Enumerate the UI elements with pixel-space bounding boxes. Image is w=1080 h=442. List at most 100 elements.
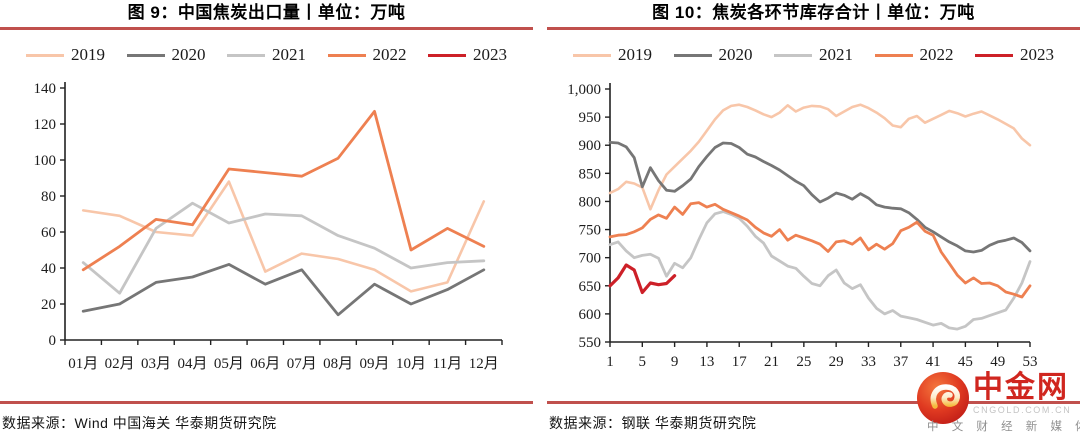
y-tick-label: 950 — [579, 110, 602, 126]
x-tick-label: 01月 — [68, 356, 98, 372]
figure-9-legend: 2019 2020 2021 2022 2023 — [0, 30, 533, 74]
x-tick-label: 53 — [1023, 354, 1038, 370]
auspicious-cloud-icon — [917, 372, 969, 424]
legend-swatch-2019 — [26, 53, 64, 57]
figure-9-source-rule — [0, 401, 533, 404]
cngold-watermark: 中金网 CNGOLD.COM.CN 中 文 财 经 新 媒 体 — [917, 372, 1080, 434]
figure-9-source: 数据来源：Wind 中国海关 华泰期货研究院 — [2, 415, 277, 431]
legend-item-2022: 2022 — [327, 45, 407, 65]
y-tick-label: 120 — [34, 117, 57, 133]
x-tick-label: 41 — [926, 354, 941, 370]
y-tick-label: 650 — [579, 279, 602, 295]
y-tick-label: 900 — [579, 138, 602, 154]
x-tick-label: 9 — [671, 354, 679, 370]
legend-swatch-2020 — [126, 53, 165, 57]
legend-label-2020: 2020 — [171, 45, 206, 64]
line-2020 — [608, 141, 1032, 254]
legend-swatch-2019 — [573, 53, 611, 57]
y-tick-label: 100 — [34, 153, 57, 169]
legend-swatch-2021 — [774, 53, 812, 57]
y-tick-label: 550 — [579, 335, 602, 351]
line-2019 — [81, 180, 486, 293]
legend-item-2021: 2021 — [774, 45, 853, 65]
watermark-texts: 中金网 CNGOLD.COM.CN 中 文 财 经 新 媒 体 — [927, 371, 1080, 434]
figure-10-legend: 2019 2020 2021 2022 2023 — [547, 30, 1080, 74]
figure-10-source-rule — [547, 401, 1080, 404]
x-tick-label: 02月 — [105, 356, 135, 372]
figure-9-title-rule — [0, 27, 533, 30]
y-tick-label: 80 — [41, 189, 56, 205]
legend-label-2020: 2020 — [718, 45, 753, 64]
x-tick-label: 45 — [958, 354, 973, 370]
watermark-tagline: 中 文 财 经 新 媒 体 — [927, 421, 1080, 433]
y-tick-label: 140 — [34, 81, 57, 97]
line-2021 — [608, 210, 1032, 331]
line-2020 — [81, 262, 486, 317]
legend-item-2021: 2021 — [227, 45, 306, 65]
legend-swatch-2023 — [428, 53, 466, 57]
x-tick-label: 21 — [764, 354, 779, 370]
x-tick-label: 17 — [732, 354, 748, 370]
y-tick-label: 40 — [41, 261, 56, 277]
legend-item-2020: 2020 — [126, 45, 206, 65]
x-tick-label: 33 — [861, 354, 876, 370]
line-2022 — [608, 201, 1032, 299]
x-tick-label: 03月 — [141, 356, 171, 372]
legend-swatch-2022 — [327, 53, 366, 57]
line-2022 — [81, 110, 486, 272]
x-tick-label: 29 — [829, 354, 844, 370]
x-tick-label: 1 — [606, 354, 614, 370]
x-tick-label: 13 — [699, 354, 714, 370]
x-tick-label: 09月 — [360, 356, 390, 372]
figure-9-panel: 图 9：中国焦炭出口量丨单位：万吨 2019 2020 2021 2022 2023 0… — [0, 0, 533, 433]
x-tick-label: 49 — [990, 354, 1005, 370]
figure-10-source: 数据来源：钢联 华泰期货研究院 — [549, 415, 757, 431]
legend-swatch-2023 — [975, 53, 1013, 57]
legend-label-2021: 2021 — [272, 45, 306, 64]
watermark-brand: 中金网 — [973, 371, 1069, 404]
legend-label-2019: 2019 — [71, 45, 105, 64]
figure-10-title-rule — [547, 27, 1080, 30]
y-tick-label: 800 — [579, 194, 602, 210]
x-tick-label: 11月 — [433, 356, 462, 372]
line-2019 — [608, 103, 1032, 211]
legend-item-2019: 2019 — [573, 45, 652, 65]
legend-item-2022: 2022 — [874, 45, 954, 65]
x-tick-label: 07月 — [287, 356, 317, 372]
legend-label-2021: 2021 — [819, 45, 853, 64]
figure-10-title: 图 10：焦炭各环节库存合计丨单位：万吨 — [652, 3, 975, 22]
watermark-domain: CNGOLD.COM.CN — [973, 405, 1072, 415]
y-tick-label: 20 — [41, 297, 56, 313]
line-2023 — [608, 263, 677, 295]
line-2021 — [81, 201, 486, 295]
x-tick-label: 5 — [639, 354, 647, 370]
legend-label-2019: 2019 — [618, 45, 652, 64]
legend-item-2020: 2020 — [673, 45, 753, 65]
legend-swatch-2022 — [874, 53, 913, 57]
y-tick-label: 60 — [41, 225, 56, 241]
legend-label-2023: 2023 — [1020, 45, 1054, 64]
legend-item-2023: 2023 — [428, 45, 507, 65]
x-tick-label: 37 — [893, 354, 909, 370]
figure-10-panel: 图 10：焦炭各环节库存合计丨单位：万吨 2019 2020 2021 2022 202… — [547, 0, 1080, 433]
legend-swatch-2020 — [673, 53, 712, 57]
y-tick-label: 600 — [579, 307, 602, 323]
x-tick-label: 08月 — [323, 356, 353, 372]
x-tick-label: 04月 — [177, 356, 207, 372]
x-tick-label: 06月 — [250, 356, 280, 372]
x-tick-label: 25 — [796, 354, 811, 370]
x-tick-label: 05月 — [214, 356, 244, 372]
y-tick-label: 0 — [49, 333, 57, 349]
figure-10-chart-canvas: 550 600 650 700 750 800 850 900 950 1,000 1 5 9 13 17 2… — [567, 82, 1038, 370]
y-tick-label: 1,000 — [567, 82, 601, 98]
x-tick-label: 12月 — [469, 356, 499, 372]
y-tick-label: 850 — [579, 166, 602, 182]
y-tick-label: 750 — [579, 223, 602, 239]
figure-9-chart-canvas: 0 20 40 60 80 100 120 140 01月 02月 03月 04月 05月 06月 07月 0… — [34, 81, 503, 372]
x-tick-label: 10月 — [396, 356, 426, 372]
legend-item-2019: 2019 — [26, 45, 105, 65]
y-tick-label: 700 — [579, 251, 602, 267]
legend-item-2023: 2023 — [975, 45, 1054, 65]
legend-swatch-2021 — [227, 53, 265, 57]
figure-9-title: 图 9：中国焦炭出口量丨单位：万吨 — [127, 3, 406, 22]
